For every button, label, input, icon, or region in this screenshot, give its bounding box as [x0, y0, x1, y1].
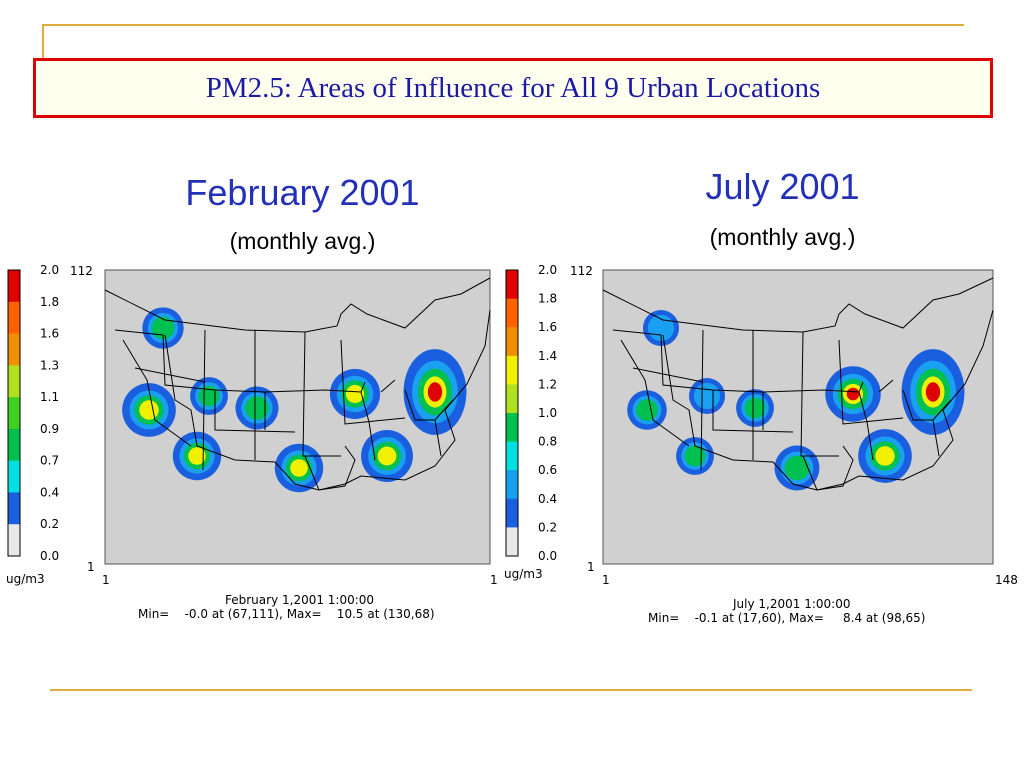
hotspot-salt-lake-city — [688, 377, 726, 415]
panel-title-february: February 2001 — [185, 172, 420, 213]
legend-tick-label: 0.2 — [40, 517, 59, 531]
grid-x-left: 1 — [602, 573, 610, 587]
colorbar-segment — [8, 270, 20, 303]
legend-tick-label: 2.0 — [40, 263, 59, 277]
bottom-rule — [50, 689, 972, 691]
map-panel-july: 2.0 1.8 1.6 1.4 1.2 1.0 0.8 0.6 0.4 0.2 0.0 ug/m3 … — [498, 258, 1024, 588]
legend-tick-label: 1.8 — [538, 292, 557, 306]
legend-tick-label: 0.8 — [538, 435, 557, 449]
legend-tick-label: 1.4 — [538, 349, 557, 363]
stats-february: Min= -0.0 at (67,111), Max= 10.5 at (130… — [138, 607, 435, 621]
colorbar-segment — [506, 384, 518, 414]
hotspot-northeast-corridor — [403, 349, 467, 435]
legend-tick-label: 1.3 — [40, 358, 59, 372]
colorbar-segment — [506, 413, 518, 443]
colorbar-segment — [8, 460, 20, 493]
grid-y-bottom: 1 — [87, 560, 95, 574]
hotspot-seattle — [642, 309, 680, 347]
hotspot-atlanta — [361, 430, 413, 482]
hotspot-phoenix — [172, 431, 222, 481]
panel-subtitle-february: (monthly avg.) — [229, 228, 376, 254]
grid-x-right: 1 — [490, 573, 498, 587]
state-boundaries — [602, 277, 994, 491]
hotspot-chicago-midwest — [825, 366, 881, 422]
grid-y-top: 112 — [570, 264, 593, 278]
panel-subtitle-july: (monthly avg.) — [709, 224, 856, 250]
hotspot-california-central-valley — [627, 390, 667, 430]
colorbar-segment — [506, 298, 518, 328]
colorbar-segment — [8, 397, 20, 430]
grid-x-left: 1 — [102, 573, 110, 587]
hotspot-california-central-valley — [122, 383, 176, 437]
hotspot-dallas-houston — [774, 445, 820, 491]
colorbar-segment — [506, 270, 518, 300]
colorbar-segment — [506, 527, 518, 557]
legend-tick-label: 0.7 — [40, 454, 59, 468]
slide-title: PM2.5: Areas of Influence for All 9 Urba… — [205, 71, 821, 104]
colorbar-segment — [8, 524, 20, 557]
map-panel-february: 2.0 1.8 1.6 1.3 1.1 0.9 0.7 0.4 0.2 0.0 ug/m3 112… — [0, 258, 500, 588]
hotspot-salt-lake-city — [190, 377, 228, 415]
hotspot-phoenix — [676, 437, 714, 475]
colorbar-segment — [8, 333, 20, 366]
top-rule-horizontal — [42, 24, 964, 26]
colorbar-segment — [506, 441, 518, 471]
legend-tick-label: 2.0 — [538, 263, 557, 277]
top-rule-vertical — [42, 24, 44, 60]
legend-tick-label: 1.6 — [538, 320, 557, 334]
legend-tick-label: 0.4 — [538, 492, 557, 506]
legend-tick-label: 0.4 — [40, 485, 59, 499]
pollution-hotspots — [122, 307, 467, 493]
legend-colorbar — [505, 269, 519, 557]
hotspot-seattle — [142, 307, 184, 349]
hotspot-chicago-midwest — [329, 368, 381, 420]
legend-unit: ug/m3 — [504, 567, 543, 581]
legend-tick-label: 1.2 — [538, 377, 557, 391]
legend-tick-label: 0.2 — [538, 520, 557, 534]
colorbar-segment — [506, 470, 518, 500]
legend-tick-label: 1.1 — [40, 390, 59, 404]
panel-title-july: July 2001 — [705, 166, 860, 207]
legend-tick-label: 0.0 — [40, 549, 59, 563]
hotspot-atlanta — [858, 429, 912, 483]
colorbar-segment — [506, 355, 518, 385]
grid-x-right: 148 — [995, 573, 1018, 587]
grid-y-top: 112 — [70, 264, 93, 278]
legend-ticks: 2.0 1.8 1.6 1.3 1.1 0.9 0.7 0.4 0.2 0.0 — [40, 263, 59, 563]
map-figure-july: 2.01.81.61.41.21.00.80.60.40.20.0 ug/m3 … — [504, 263, 1018, 587]
legend-ticks: 2.0 1.8 1.6 1.4 1.2 1.0 0.8 0.6 0.4 0.2 0.0 — [538, 263, 557, 563]
legend-tick-label: 0.9 — [40, 422, 59, 436]
timestamp-july: July 1,2001 1:00:00 — [733, 597, 851, 611]
colorbar-frame — [7, 269, 21, 557]
colorbar-segment — [506, 498, 518, 528]
grid-y-bottom: 1 — [587, 560, 595, 574]
legend-tick-label: 0.6 — [538, 463, 557, 477]
colorbar-segment — [8, 365, 20, 398]
legend-tick-label: 1.6 — [40, 327, 59, 341]
colorbar-segment — [8, 492, 20, 525]
slide-title-box: PM2.5: Areas of Influence for All 9 Urba… — [33, 58, 993, 118]
hotspot-denver — [235, 386, 279, 430]
legend-unit: ug/m3 — [6, 572, 45, 586]
state-boundaries — [104, 277, 491, 491]
colorbar-segment — [8, 301, 20, 335]
legend-tick-label: 1.8 — [40, 295, 59, 309]
colorbar-segment — [8, 428, 20, 462]
legend-tick-label: 1.0 — [538, 406, 557, 420]
hotspot-denver — [736, 389, 774, 427]
legend-tick-label: 0.0 — [538, 549, 557, 563]
colorbar-segment — [506, 327, 518, 357]
legend-colorbar — [7, 269, 21, 557]
stats-july: Min= -0.1 at (17,60), Max= 8.4 at (98,65… — [648, 611, 926, 625]
colorbar-frame — [505, 269, 519, 557]
timestamp-february: February 1,2001 1:00:00 — [225, 593, 375, 607]
pollution-hotspots — [627, 309, 965, 491]
hotspot-northeast-corridor — [901, 349, 965, 435]
map-figure-february: 2.01.81.61.31.10.90.70.40.20.0 ug/m3 112… — [6, 263, 498, 587]
